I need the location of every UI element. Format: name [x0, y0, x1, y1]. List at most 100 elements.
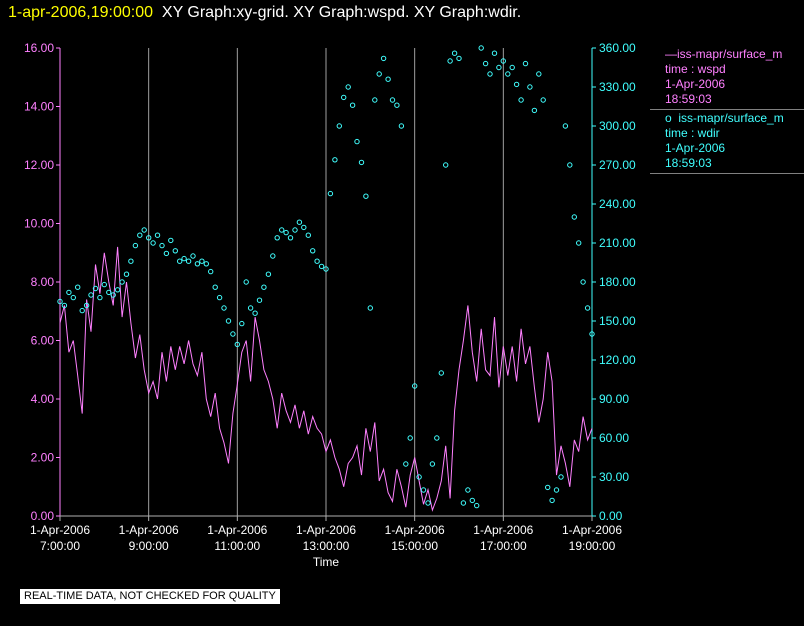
- series-wdir-point: [216, 294, 223, 301]
- series-wdir-point: [487, 71, 493, 77]
- series-wdir-point: [292, 227, 298, 233]
- series-wdir-point: [203, 261, 210, 267]
- series-wdir-point: [154, 232, 161, 238]
- series-wdir-point: [234, 341, 241, 348]
- series-wdir-point: [301, 224, 307, 231]
- y-left-tick-label-3: 6.00: [31, 334, 55, 348]
- series-wdir-point: [88, 292, 94, 298]
- series-wdir-point: [119, 279, 125, 285]
- x-tick-date-5: 1-Apr-2006: [473, 523, 533, 537]
- legend-wspd-name: iss-mapr/surface_m: [677, 47, 783, 61]
- legend-wdir: o iss-mapr/surface_m time : wdir 1-Apr-2…: [650, 110, 804, 174]
- series-wdir-point: [97, 294, 103, 301]
- series-wdir-point: [265, 271, 272, 277]
- graph-timestamp: 1-apr-2006,19:00:00: [8, 4, 153, 21]
- y-left-tick-label-7: 14.00: [24, 100, 54, 114]
- series-wdir-point: [323, 266, 329, 272]
- series-wdir-point: [106, 289, 112, 296]
- y-left-tick-label-6: 12.00: [24, 158, 54, 172]
- series-wdir-point: [429, 461, 436, 467]
- x-axis-label: Time: [313, 555, 340, 569]
- series-wdir-point: [114, 287, 121, 293]
- series-wdir-point: [101, 281, 108, 288]
- legend-wspd: —iss-mapr/surface_m time : wspd 1-Apr-20…: [650, 46, 804, 110]
- series-wdir-point: [274, 235, 280, 241]
- series-wdir-point: [367, 305, 373, 311]
- series-wdir-point: [540, 97, 546, 103]
- series-wdir-point: [372, 97, 378, 103]
- legend-wspd-line-icon: —: [665, 47, 677, 61]
- y-right-tick-label-12: 360.00: [599, 41, 636, 55]
- y-right-tick-label-11: 330.00: [599, 80, 636, 94]
- series-wdir-point: [172, 248, 179, 254]
- series-wdir-point: [522, 60, 529, 67]
- series-wdir-point: [287, 235, 294, 241]
- series-wdir-point: [545, 484, 551, 491]
- series-wdir-point: [327, 190, 334, 197]
- series-wdir-point: [61, 302, 68, 309]
- series-wdir-point: [256, 297, 263, 303]
- x-tick-time-6: 19:00:00: [569, 539, 616, 553]
- series-wdir-point: [194, 261, 201, 267]
- series-wdir-point: [270, 253, 276, 259]
- series-wdir-point: [70, 294, 77, 301]
- y-right-tick-label-1: 30.00: [599, 470, 629, 484]
- series-wdir-point: [589, 331, 595, 337]
- series-wdir-point: [128, 258, 134, 264]
- series-wdir-point: [66, 289, 72, 296]
- y-right-tick-label-9: 270.00: [599, 158, 636, 172]
- x-tick-date-3: 1-Apr-2006: [296, 523, 356, 537]
- series-wdir-point: [92, 285, 99, 292]
- x-tick-time-5: 17:00:00: [480, 539, 527, 553]
- series-wdir-point: [425, 500, 431, 506]
- series-wdir-point: [305, 232, 311, 238]
- y-right-tick-label-4: 120.00: [599, 353, 636, 367]
- series-wdir-point: [478, 45, 484, 51]
- series-wdir-point: [531, 107, 538, 114]
- series-wdir-point: [318, 263, 325, 270]
- series-wdir-point: [247, 305, 254, 311]
- x-tick-time-2: 11:00:00: [214, 539, 260, 553]
- series-wdir-point: [562, 123, 569, 129]
- series-wdir-point: [513, 81, 520, 88]
- series-wdir-point: [137, 232, 143, 238]
- series-wdir-point: [185, 258, 192, 264]
- series-wdir-point: [212, 284, 218, 290]
- series-wdir-point: [434, 435, 440, 441]
- y-left-tick-label-5: 10.00: [24, 217, 54, 231]
- series-wdir-point: [225, 318, 232, 324]
- series-wdir-point: [221, 305, 227, 311]
- series-wdir-point: [491, 50, 498, 56]
- series-wdir-point: [505, 71, 511, 77]
- x-tick-time-4: 15:00:00: [391, 539, 438, 553]
- series-wdir-point: [252, 310, 258, 316]
- series-wdir-point: [389, 97, 396, 103]
- y-right-tick-label-8: 240.00: [599, 197, 636, 211]
- series-wdir-point: [376, 71, 382, 77]
- series-wdir-point: [403, 461, 409, 467]
- y-right-tick-label-5: 150.00: [599, 314, 636, 328]
- series-wdir-point: [443, 162, 449, 168]
- series-wdir-point: [580, 279, 586, 285]
- series-wdir-point: [279, 227, 285, 233]
- series-wdir-point: [571, 214, 577, 220]
- legend-wdir-time: 18:59:03: [665, 156, 712, 170]
- series-wdir-point: [310, 248, 316, 254]
- series-wdir-point: [146, 235, 152, 241]
- series-wdir-point: [456, 55, 462, 62]
- x-tick-time-0: 7:00:00: [40, 539, 80, 553]
- series-wdir-point: [239, 320, 245, 327]
- series-wdir-point: [79, 307, 85, 314]
- x-tick-date-0: 1-Apr-2006: [30, 523, 90, 537]
- series-wdir-point: [584, 305, 591, 311]
- series-wdir-point: [163, 250, 170, 257]
- x-tick-date-2: 1-Apr-2006: [207, 523, 267, 537]
- x-tick-time-3: 13:00:00: [303, 539, 350, 553]
- series-wdir-point: [500, 58, 506, 64]
- legend-wdir-name-row: o iss-mapr/surface_m: [665, 111, 804, 126]
- series-wdir-point: [460, 500, 467, 506]
- legend-wspd-name-row: —iss-mapr/surface_m: [665, 47, 804, 62]
- series-wdir-point: [527, 84, 533, 90]
- series-wdir-point: [190, 253, 196, 259]
- series-wdir-point: [558, 474, 564, 480]
